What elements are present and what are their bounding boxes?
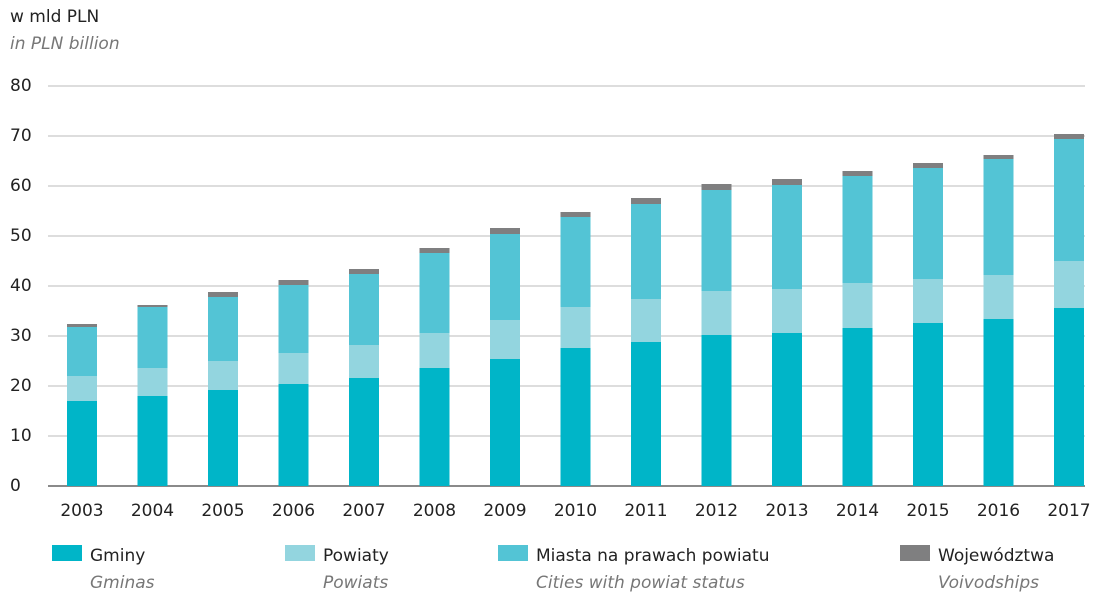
bar-segment — [349, 345, 379, 378]
bar-segment — [208, 297, 238, 361]
bar-segment — [278, 280, 309, 285]
y-tick-label: 50 — [10, 226, 32, 246]
bar-segment — [772, 289, 802, 333]
bar-segment — [67, 324, 97, 327]
bar-segment — [67, 401, 97, 486]
legend-sublabel: Gminas — [90, 573, 155, 593]
y-tick-label: 10 — [10, 426, 32, 446]
bar-segment — [560, 307, 591, 348]
x-tick-label: 2005 — [201, 501, 244, 521]
bar-segment — [983, 319, 1014, 486]
bar-segment — [631, 204, 661, 299]
bar-segment — [278, 285, 309, 353]
x-tick-label: 2015 — [906, 501, 949, 521]
legend-swatch — [52, 545, 82, 561]
bar-segment — [278, 353, 309, 384]
x-tick-label: 2011 — [624, 501, 667, 521]
y-tick-label: 60 — [10, 176, 32, 196]
x-tick-label: 2014 — [836, 501, 879, 521]
y-tick-label: 30 — [10, 326, 32, 346]
bar-segment — [772, 179, 802, 185]
bar-segment — [419, 368, 450, 486]
legend-label: Województwa — [938, 546, 1054, 566]
legend-swatch — [900, 545, 930, 561]
bar-segment — [913, 323, 943, 486]
bar-segment — [913, 163, 943, 168]
x-tick-label: 2009 — [483, 501, 526, 521]
bar-segment — [137, 305, 168, 307]
y-tick-label: 80 — [10, 76, 32, 96]
bar-segment — [208, 390, 238, 486]
legend-swatch — [285, 545, 315, 561]
legend-swatch — [498, 545, 528, 561]
bar-segment — [842, 171, 873, 176]
bar-segment — [560, 348, 591, 486]
x-tick-label: 2008 — [413, 501, 456, 521]
legend-label: Powiaty — [323, 546, 389, 566]
bar-segment — [1054, 308, 1084, 486]
legend-label: Gminy — [90, 546, 145, 566]
bar-segment — [631, 299, 661, 342]
bar-segment — [208, 361, 238, 390]
y-tick-label: 0 — [10, 476, 21, 496]
bar-segment — [631, 342, 661, 486]
bar-segment — [67, 376, 97, 401]
bar-segment — [419, 248, 450, 253]
x-tick-label: 2004 — [131, 501, 174, 521]
bar-segment — [137, 396, 168, 486]
bar-segment — [983, 275, 1014, 319]
bar-segment — [490, 228, 520, 234]
bar-segment — [419, 333, 450, 368]
bar-segment — [349, 378, 379, 486]
x-tick-label: 2013 — [765, 501, 808, 521]
bar-segment — [913, 168, 943, 279]
bar-segment — [701, 335, 732, 486]
bar-segment — [631, 198, 661, 204]
bar-segment — [842, 328, 873, 486]
y-axis-label: w mld PLN — [10, 7, 99, 27]
bar-segment — [349, 274, 379, 345]
x-tick-label: 2010 — [554, 501, 597, 521]
bar-segment — [842, 176, 873, 283]
y-tick-label: 70 — [10, 126, 32, 146]
bar-segment — [419, 253, 450, 333]
bar-segment — [560, 212, 591, 217]
legend-sublabel: Powiats — [323, 573, 388, 593]
bar-segment — [560, 217, 591, 307]
bar-segment — [1054, 261, 1084, 308]
bar-segment — [490, 234, 520, 320]
bar-segment — [67, 327, 97, 376]
bar-segment — [983, 159, 1014, 275]
x-tick-label: 2017 — [1047, 501, 1090, 521]
bar-segment — [701, 190, 732, 291]
x-tick-label: 2016 — [977, 501, 1020, 521]
bar-segment — [208, 292, 238, 297]
bar-segment — [137, 368, 168, 396]
x-tick-label: 2007 — [342, 501, 385, 521]
legend-sublabel: Voivodships — [938, 573, 1039, 593]
bar-segment — [701, 184, 732, 190]
bar-segment — [701, 291, 732, 335]
y-axis-label-en: in PLN billion — [10, 34, 120, 54]
bar-segment — [842, 283, 873, 328]
bar-segment — [1054, 134, 1084, 139]
legend-label: Miasta na prawach powiatu — [536, 546, 769, 566]
x-tick-label: 2012 — [695, 501, 738, 521]
bar-segment — [1054, 139, 1084, 261]
bar-segment — [490, 359, 520, 486]
bar-segment — [772, 185, 802, 289]
bar-segment — [278, 384, 309, 486]
bar-segment — [772, 333, 802, 486]
x-tick-label: 2003 — [60, 501, 103, 521]
bar-segment — [983, 155, 1014, 159]
y-tick-label: 40 — [10, 276, 32, 296]
bar-segment — [137, 307, 168, 368]
x-tick-label: 2006 — [272, 501, 315, 521]
y-tick-label: 20 — [10, 376, 32, 396]
bar-segment — [913, 279, 943, 323]
bar-segment — [349, 269, 379, 274]
legend-sublabel: Cities with powiat status — [536, 573, 745, 593]
bar-segment — [490, 320, 520, 359]
